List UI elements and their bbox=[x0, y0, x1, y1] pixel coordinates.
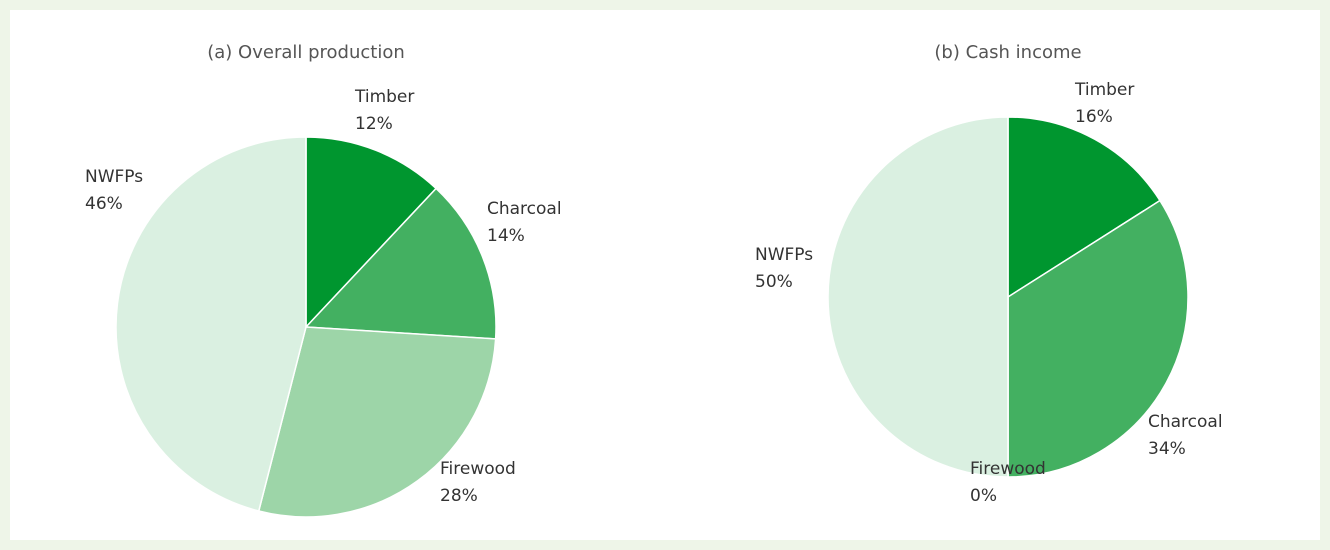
slice-value-label: 34% bbox=[1148, 439, 1186, 459]
slice-label: NWFPs bbox=[755, 245, 813, 265]
chart-title: (b) Cash income bbox=[934, 42, 1081, 63]
slice-label: Firewood bbox=[970, 459, 1046, 479]
slice-label: NWFPs bbox=[85, 167, 143, 187]
pie-slice bbox=[1007, 116, 1162, 299]
slice-value-label: 28% bbox=[440, 486, 478, 506]
slice-value-label: 12% bbox=[355, 114, 393, 134]
slice-label: Firewood bbox=[440, 459, 516, 479]
slice-value-label: 16% bbox=[1075, 107, 1113, 127]
slice-label: Timber bbox=[354, 87, 414, 107]
slice-label: Charcoal bbox=[1148, 412, 1223, 432]
pie-slice bbox=[305, 136, 438, 329]
slice-value-label: 14% bbox=[487, 226, 525, 246]
pie-slice bbox=[1007, 199, 1189, 478]
slice-label: Timber bbox=[1074, 80, 1134, 100]
pie-slice bbox=[257, 326, 497, 518]
chart-title: (a) Overall production bbox=[207, 42, 405, 63]
slice-value-label: 0% bbox=[970, 486, 997, 506]
slice-label: Charcoal bbox=[487, 199, 562, 219]
pie-slice bbox=[304, 187, 497, 340]
slice-value-label: 46% bbox=[85, 194, 123, 214]
pie-slice bbox=[115, 136, 307, 512]
pie-slice bbox=[827, 116, 1009, 478]
slice-value-label: 50% bbox=[755, 272, 793, 292]
